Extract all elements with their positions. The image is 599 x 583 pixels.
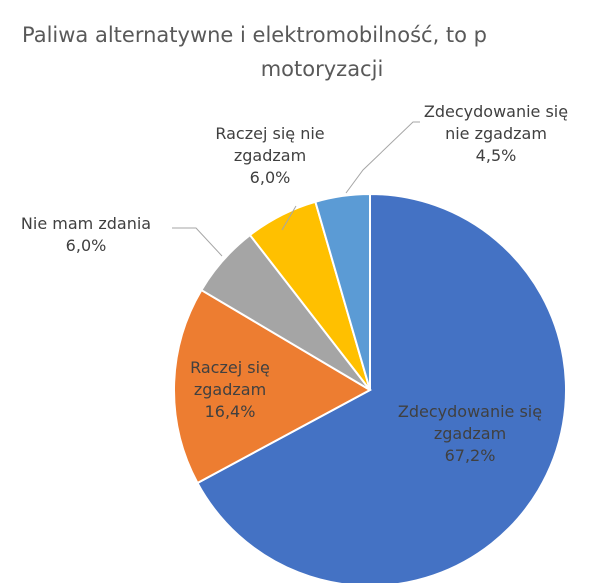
value-label: 67,2%	[444, 446, 496, 465]
pie	[173, 192, 567, 583]
data-label: Raczej się nie zgadzam 6,0%	[200, 123, 340, 189]
leader-line	[345, 121, 420, 194]
category-label: Raczej się zgadzam	[190, 358, 270, 399]
value-label: 6,0%	[65, 236, 107, 255]
category-label: Zdecydowanie się zgadzam	[397, 402, 543, 443]
data-label: Raczej się zgadzam 16,4%	[175, 357, 285, 423]
category-label: Zdecydowanie się nie zgadzam	[423, 102, 569, 143]
data-label: Zdecydowanie się zgadzam 67,2%	[380, 401, 560, 467]
pie-slice	[173, 288, 373, 485]
pie-slice	[314, 192, 371, 391]
data-label: Nie mam zdania 6,0%	[1, 213, 171, 257]
value-label: 16,4%	[204, 402, 256, 421]
chart-title: Paliwa alternatywne i elektromobilność, …	[22, 23, 487, 47]
pie-slice	[196, 192, 567, 583]
leader-line	[172, 227, 223, 257]
category-label: Nie mam zdania	[20, 214, 152, 233]
chart-title: motoryzacji	[261, 57, 384, 81]
data-label: Zdecydowanie się nie zgadzam 4,5%	[411, 101, 581, 167]
category-label: Raczej się nie zgadzam	[215, 124, 325, 165]
value-label: 4,5%	[475, 146, 517, 165]
leader-line	[281, 205, 297, 231]
value-label: 6,0%	[249, 168, 291, 187]
